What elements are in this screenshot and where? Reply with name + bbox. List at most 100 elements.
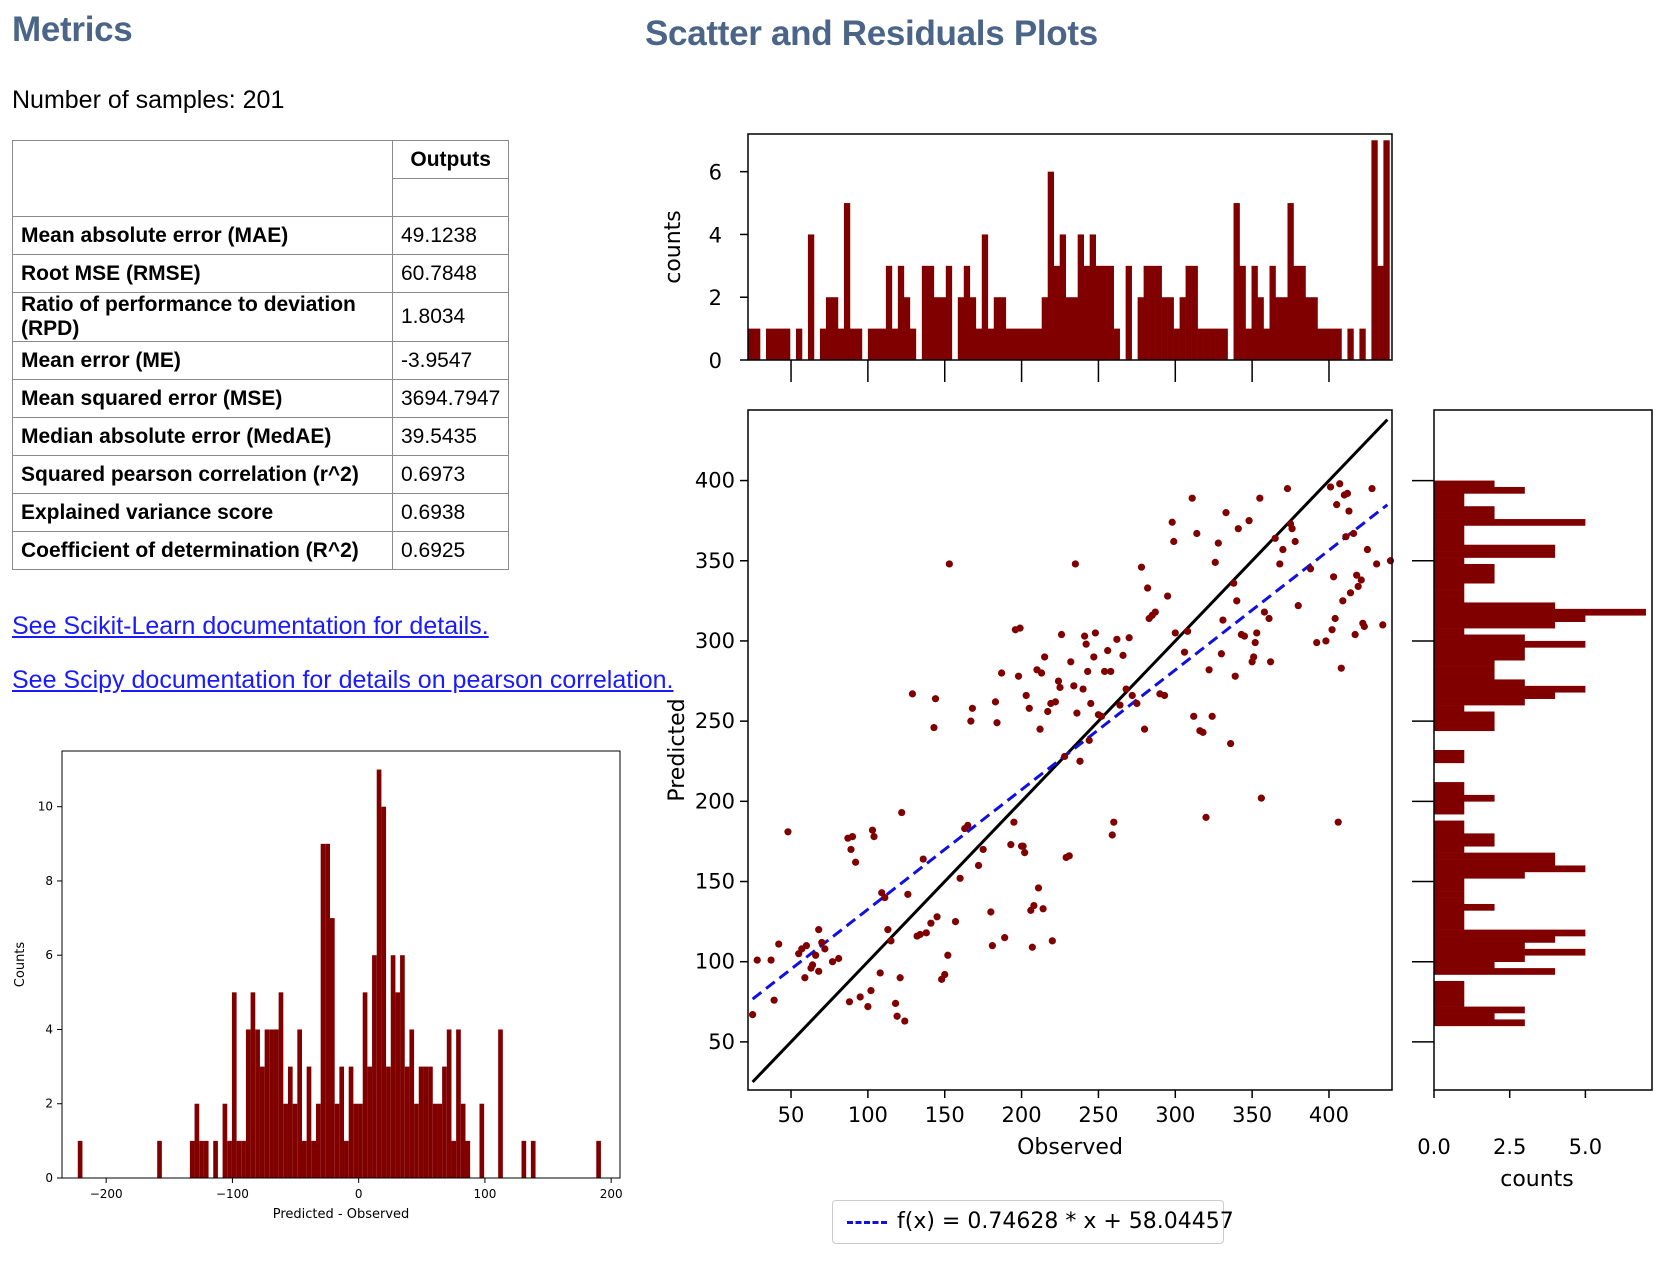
residual-bar xyxy=(451,1140,457,1178)
predicted-hist-bar xyxy=(1434,711,1495,719)
scatter-point xyxy=(1116,701,1124,709)
residual-bar xyxy=(414,1103,419,1178)
metric-name: Median absolute error (MedAE) xyxy=(12,417,393,456)
scatter-point xyxy=(1001,934,1009,942)
observed-hist-bar xyxy=(825,297,833,360)
observed-hist-bar xyxy=(1233,203,1240,360)
residual-bar xyxy=(423,1066,429,1178)
scatter-point xyxy=(1322,637,1330,645)
scatter-point xyxy=(1379,621,1387,629)
residuals-y-tick-label: 6 xyxy=(45,948,53,962)
residual-bar xyxy=(292,1103,298,1178)
residuals-x-tick-label: 100 xyxy=(473,1187,496,1201)
metrics-row: Mean error (ME) -3.9547 xyxy=(12,341,510,380)
predicted-hist-bar xyxy=(1434,628,1465,635)
metric-name: Mean absolute error (MAE) xyxy=(12,216,393,255)
scatter-point xyxy=(1253,629,1261,637)
observed-hist-bar xyxy=(1281,297,1288,360)
scatter-point xyxy=(1234,525,1242,533)
scatter-point xyxy=(1148,611,1156,619)
fit-legend-label: f(x) = 0.74628 * x + 58.04457 xyxy=(897,1209,1234,1234)
observed-hist-bar xyxy=(1035,328,1043,360)
metrics-title: Metrics xyxy=(12,10,133,49)
observed-hist-bar xyxy=(927,265,935,360)
predicted-hist-bar xyxy=(1434,859,1556,866)
scatter-point xyxy=(1286,520,1295,528)
observed-hist-bar xyxy=(1149,265,1156,360)
predicted-hist-bar xyxy=(1434,666,1495,674)
metrics-row: Mean squared error (MSE) 3694.7947 xyxy=(12,379,510,418)
predicted-hist-bar xyxy=(1434,788,1465,796)
scatter-point xyxy=(1170,537,1178,546)
observed-hist-bar xyxy=(1179,297,1186,360)
residual-bar xyxy=(465,1140,471,1178)
observed-hist-bar xyxy=(1137,297,1144,360)
metric-value: 3694.7947 xyxy=(391,379,510,418)
scatter-point xyxy=(795,950,803,958)
scatter-point xyxy=(1353,571,1361,579)
observed-hist-bar xyxy=(945,265,953,360)
metrics-row: Squared pearson correlation (r^2) 0.6973 xyxy=(12,455,510,494)
scatter-point xyxy=(1094,711,1103,719)
residual-bar xyxy=(437,1103,443,1178)
metric-value: 1.8034 xyxy=(391,292,510,342)
scatter-point xyxy=(1081,632,1089,640)
scikit-learn-docs-link[interactable]: See Scikit-Learn documentation for detai… xyxy=(12,612,489,640)
residual-bar xyxy=(227,1140,232,1178)
scatter-point xyxy=(1183,627,1192,635)
subheader-empty-cell xyxy=(391,178,510,217)
predicted-hist-bar xyxy=(1434,961,1495,969)
predicted-hist-bar xyxy=(1434,724,1495,732)
scatter-point xyxy=(1359,619,1367,627)
scatter-point xyxy=(1180,648,1189,656)
predicted-hist-bar xyxy=(1434,525,1465,533)
scatter-point xyxy=(913,932,921,940)
scatter-x-tick-label: 150 xyxy=(925,1103,965,1127)
scatter-y-tick-label: 200 xyxy=(695,789,735,813)
scatter-point xyxy=(1354,582,1362,591)
predicted-hist-bar xyxy=(1434,936,1556,943)
observed-hist-bar xyxy=(1251,265,1258,360)
scatter-point xyxy=(1079,685,1087,693)
residual-bar xyxy=(278,992,284,1178)
predicted-hist-bar xyxy=(1434,820,1465,828)
observed-hist-bar xyxy=(1017,328,1025,360)
residual-bar xyxy=(390,955,396,1178)
scatter-point xyxy=(1028,943,1036,951)
scatter-point xyxy=(1256,494,1264,502)
scatter-point xyxy=(956,874,964,882)
scatter-point xyxy=(1097,712,1106,720)
scatter-point xyxy=(1017,842,1026,850)
scatter-point xyxy=(784,828,792,836)
predicted-hist-bar xyxy=(1434,563,1495,571)
scatter-point xyxy=(916,930,924,939)
observed-hist-bar xyxy=(1125,265,1132,360)
scatter-point xyxy=(1065,852,1073,860)
residuals-x-tick-label: 0 xyxy=(355,1187,363,1201)
observed-hist-bar xyxy=(1059,234,1067,360)
residual-bar xyxy=(395,992,401,1178)
scatter-point xyxy=(1163,592,1172,600)
predicted-hist-bar xyxy=(1434,634,1525,642)
observed-hist-bar xyxy=(1173,328,1180,360)
observed-hist-bar xyxy=(963,265,971,360)
residual-bar xyxy=(386,1066,391,1178)
scatter-y-tick-label: 50 xyxy=(708,1030,735,1054)
scatter-point xyxy=(1351,630,1359,639)
scatter-point xyxy=(878,889,886,897)
scatter-point xyxy=(851,858,860,866)
predicted-hist-bar xyxy=(1434,640,1586,648)
scatter-point xyxy=(898,808,906,817)
scatter-point xyxy=(1113,635,1121,643)
scipy-docs-link[interactable]: See Scipy documentation for details on p… xyxy=(12,666,674,694)
residual-bar xyxy=(250,992,256,1178)
observed-hist-bar xyxy=(837,328,845,360)
scatter-plot-frame xyxy=(747,409,1393,1091)
residual-bar xyxy=(320,843,326,1178)
metric-name: Coefficient of determination (R^2) xyxy=(12,531,393,570)
scatter-point xyxy=(1211,558,1219,566)
scatter-point xyxy=(964,821,972,829)
predicted-hist-bar xyxy=(1434,557,1465,565)
scatter-point xyxy=(1199,728,1207,736)
scatter-point xyxy=(988,942,996,950)
